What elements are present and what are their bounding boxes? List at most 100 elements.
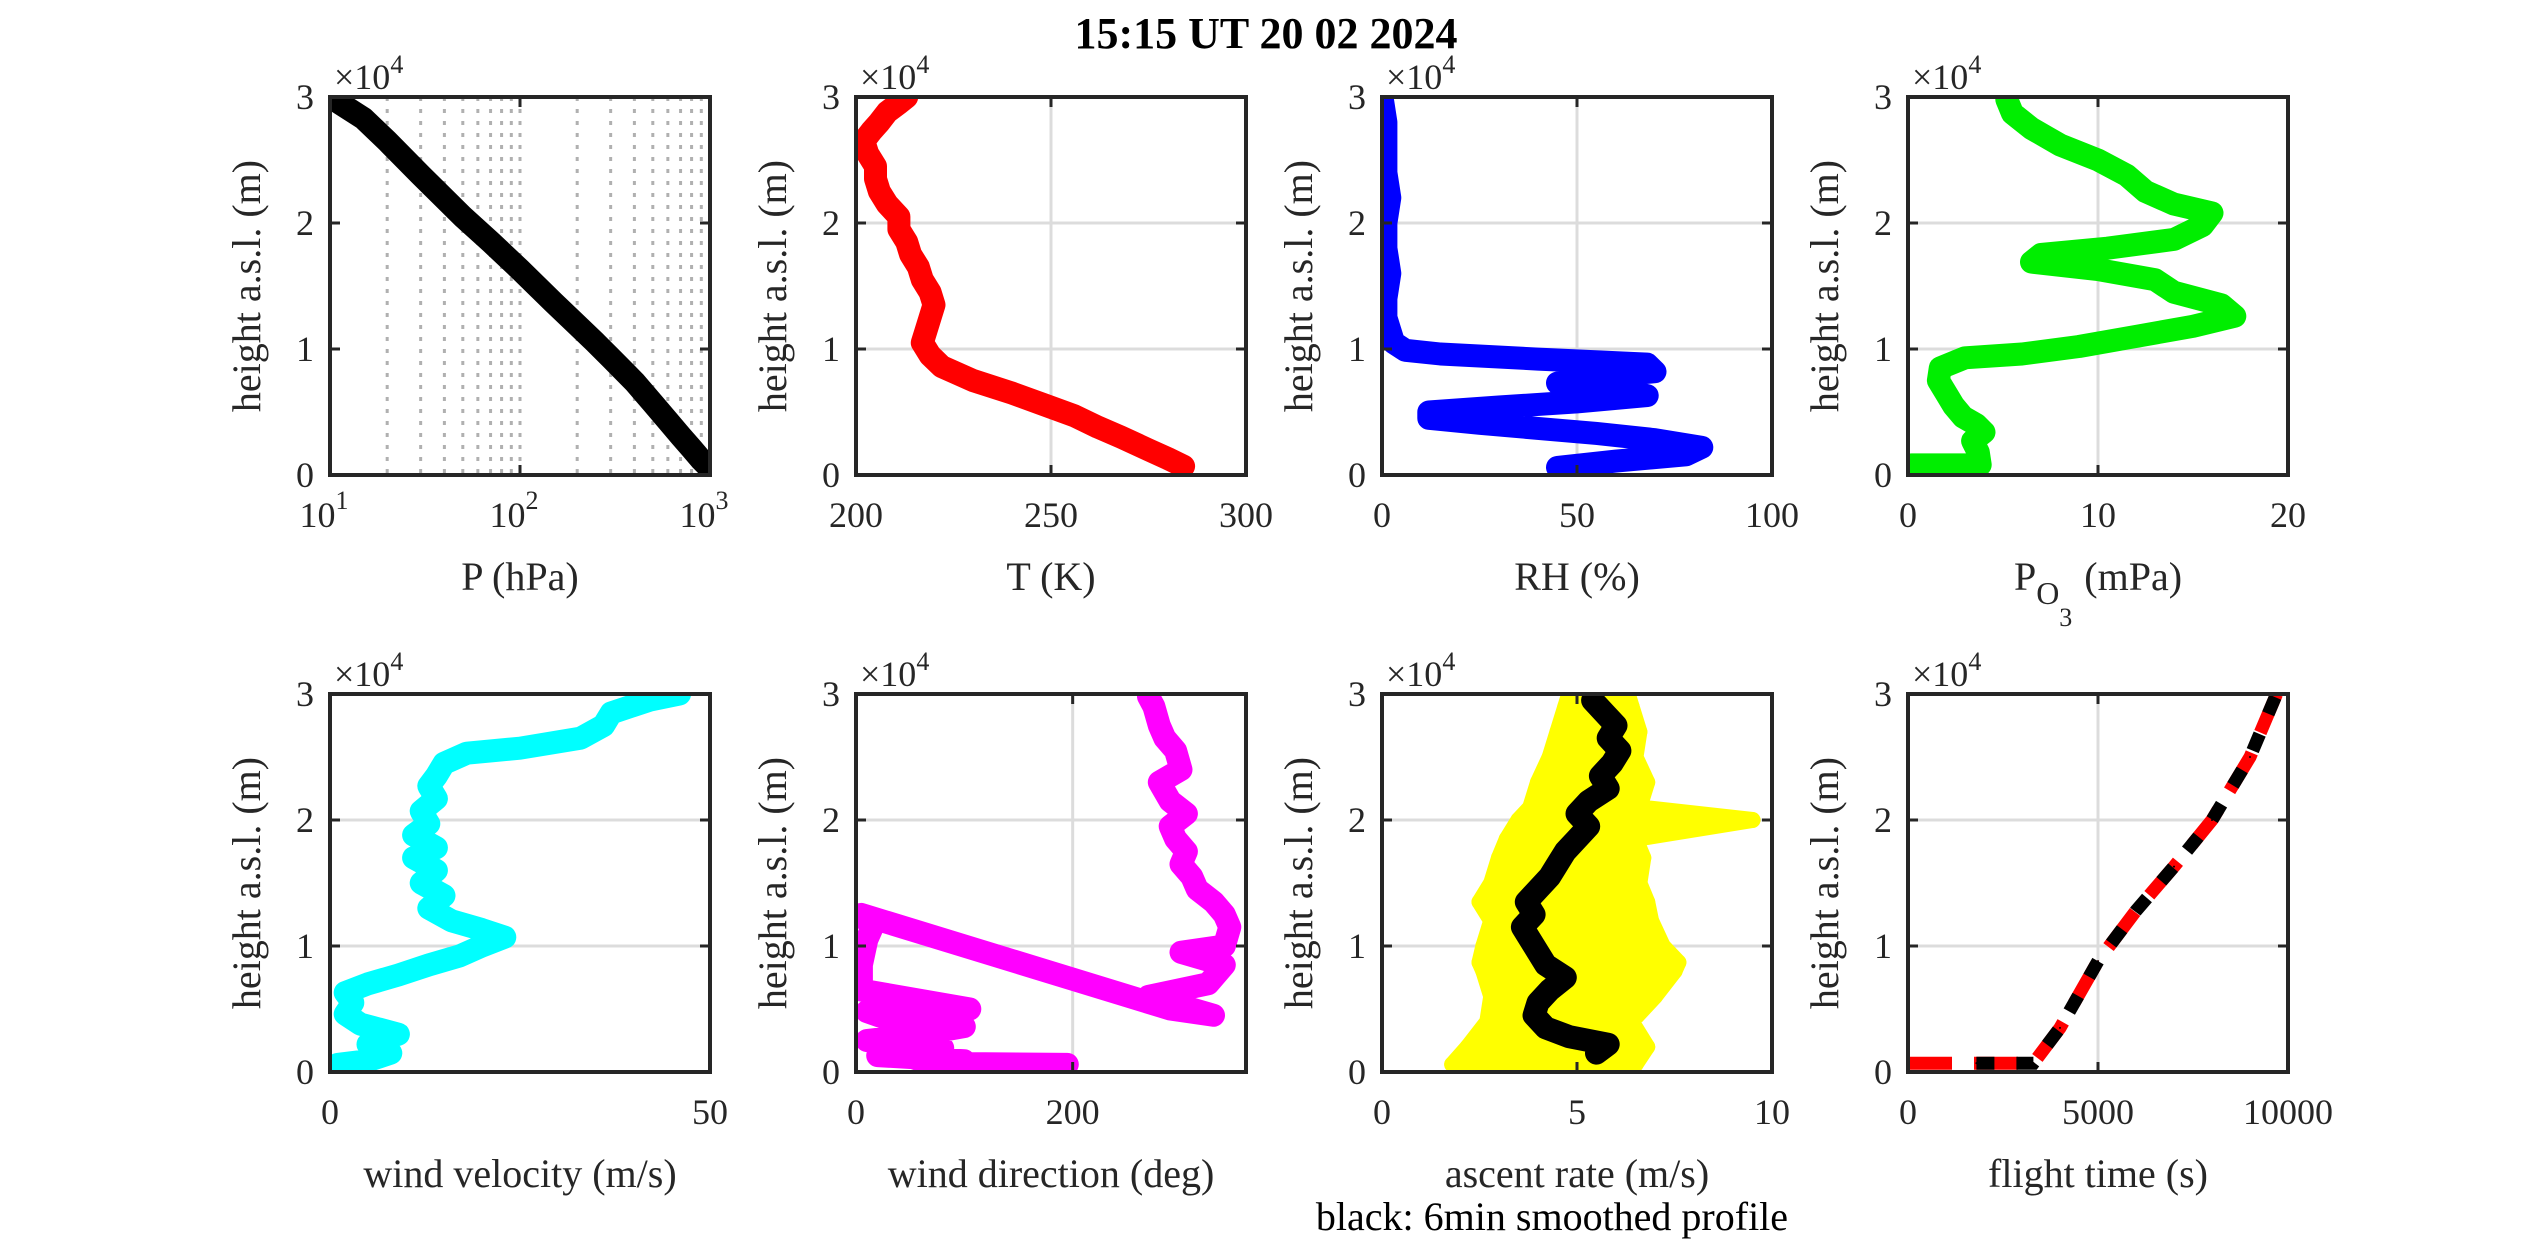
x-axis-label-text: wind direction (deg) [888,1151,1215,1196]
y-tick-label: 3 [1348,674,1366,714]
ticks: 0 50 0 1 2 3 [296,674,728,1132]
data-point [1578,816,1599,837]
data-point [358,1050,378,1071]
data-layer [1444,694,1761,1072]
y-tick-label: 2 [822,800,840,840]
data-point [2126,326,2146,347]
ticks: 0 5 10 0 1 2 3 [1348,674,1790,1132]
data-point [2173,865,2175,868]
data-point [1138,694,1159,707]
y-exponent-power: 4 [390,50,403,79]
y-tick-label: 1 [822,329,840,369]
data-point [1908,454,1922,475]
data-point [358,1034,378,1055]
data-point [2164,282,2184,303]
data-point [510,259,530,280]
series-line [1908,694,2283,1070]
x-tick-label: 0 [1899,1092,1917,1132]
data-point [856,1001,877,1022]
data-point [2097,960,2099,963]
y-exponent-power: 4 [1442,50,1455,79]
data-point [1173,456,1194,475]
x-axis-label-subsubscript: 3 [2059,603,2072,632]
data-point [1064,405,1085,426]
panel-flight-time: 0 5000 10000 0 1 2 3 ×104 flight time (s) height … [1802,647,2333,1196]
data-point [1138,986,1159,1007]
series-0 [856,97,1196,475]
x-tick-label: 200 [1046,1092,1100,1132]
axes-frame [854,692,1248,1074]
y-axis-label: height a.s.l. (m) [1802,160,1847,412]
data-point [1594,702,1615,723]
data-layer [330,694,692,1072]
y-exponent-label: ×104 [1386,647,1455,694]
data-point [1606,379,1626,400]
y-exponent-power: 4 [1968,647,1981,676]
y-axis-label: height a.s.l. (m) [224,160,269,412]
data-point [353,108,374,129]
data-point [449,946,470,967]
data-point [2135,909,2137,912]
data-point [1008,1054,1029,1072]
data-point [480,231,501,252]
data-point [1606,715,1626,736]
data-layer [856,97,1196,475]
data-point [1171,759,1191,780]
data-point [441,910,462,931]
data-point [1382,162,1396,183]
data-point [330,1054,348,1072]
data-point [2202,202,2222,223]
data-point [570,728,591,749]
data-point [856,1030,877,1051]
y-tick-label: 2 [1348,203,1366,243]
data-point [1002,383,1022,404]
data-point [2021,118,2042,139]
panel-humidity: 0 50 100 0 1 2 3 ×104 RH (%) height a.s.l. (m) [1276,50,1799,599]
data-point [1975,1062,1978,1065]
data-point [1149,715,1170,736]
data-point [434,753,454,774]
data-point [624,371,645,392]
data-point [1676,444,1697,465]
y-exponent-label: ×104 [1912,647,1981,694]
y-exponent-label: ×104 [334,50,403,97]
data-point [1578,791,1599,812]
data-point [1033,394,1054,415]
data-point [2164,229,2184,250]
y-tick-label: 0 [296,455,314,495]
y-exponent-base: ×10 [334,654,390,694]
x-tick-label: 5000 [2062,1092,2134,1132]
y-tick-label: 1 [1874,329,1892,369]
y-tick-label: 1 [296,329,314,369]
data-point [1214,954,1235,975]
data-point [2116,165,2137,186]
x-axis-label-text: P (hPa) [461,554,578,599]
y-exponent-power: 4 [916,647,929,676]
x-tick-label-base: 10 [490,495,526,535]
y-tick-label: 1 [296,926,314,966]
data-point [1930,357,1951,378]
y-exponent-label: ×104 [334,647,403,694]
data-point [657,410,678,431]
x-tick-label: 10000 [2243,1092,2333,1132]
figure-title: 15:15 UT 20 02 2024 [1075,9,1458,58]
y-tick-label: 0 [822,455,840,495]
y-tick-label: 1 [822,926,840,966]
data-point [2135,181,2156,202]
data-point [418,898,439,919]
data-point [1382,263,1400,284]
x-axis-label: RH (%) [1514,554,1640,599]
data-point [1598,1034,1619,1055]
data-point [1198,973,1219,994]
data-point [2211,294,2232,315]
data-layer [1908,97,2247,475]
y-axis-label: height a.s.l. (m) [1802,757,1847,1009]
series-0 [1444,694,1761,1072]
data-point [426,860,447,881]
data-point [963,370,983,391]
data-point [669,694,690,704]
x-axis-label: wind direction (deg) [888,1151,1215,1196]
data-point [642,393,663,414]
